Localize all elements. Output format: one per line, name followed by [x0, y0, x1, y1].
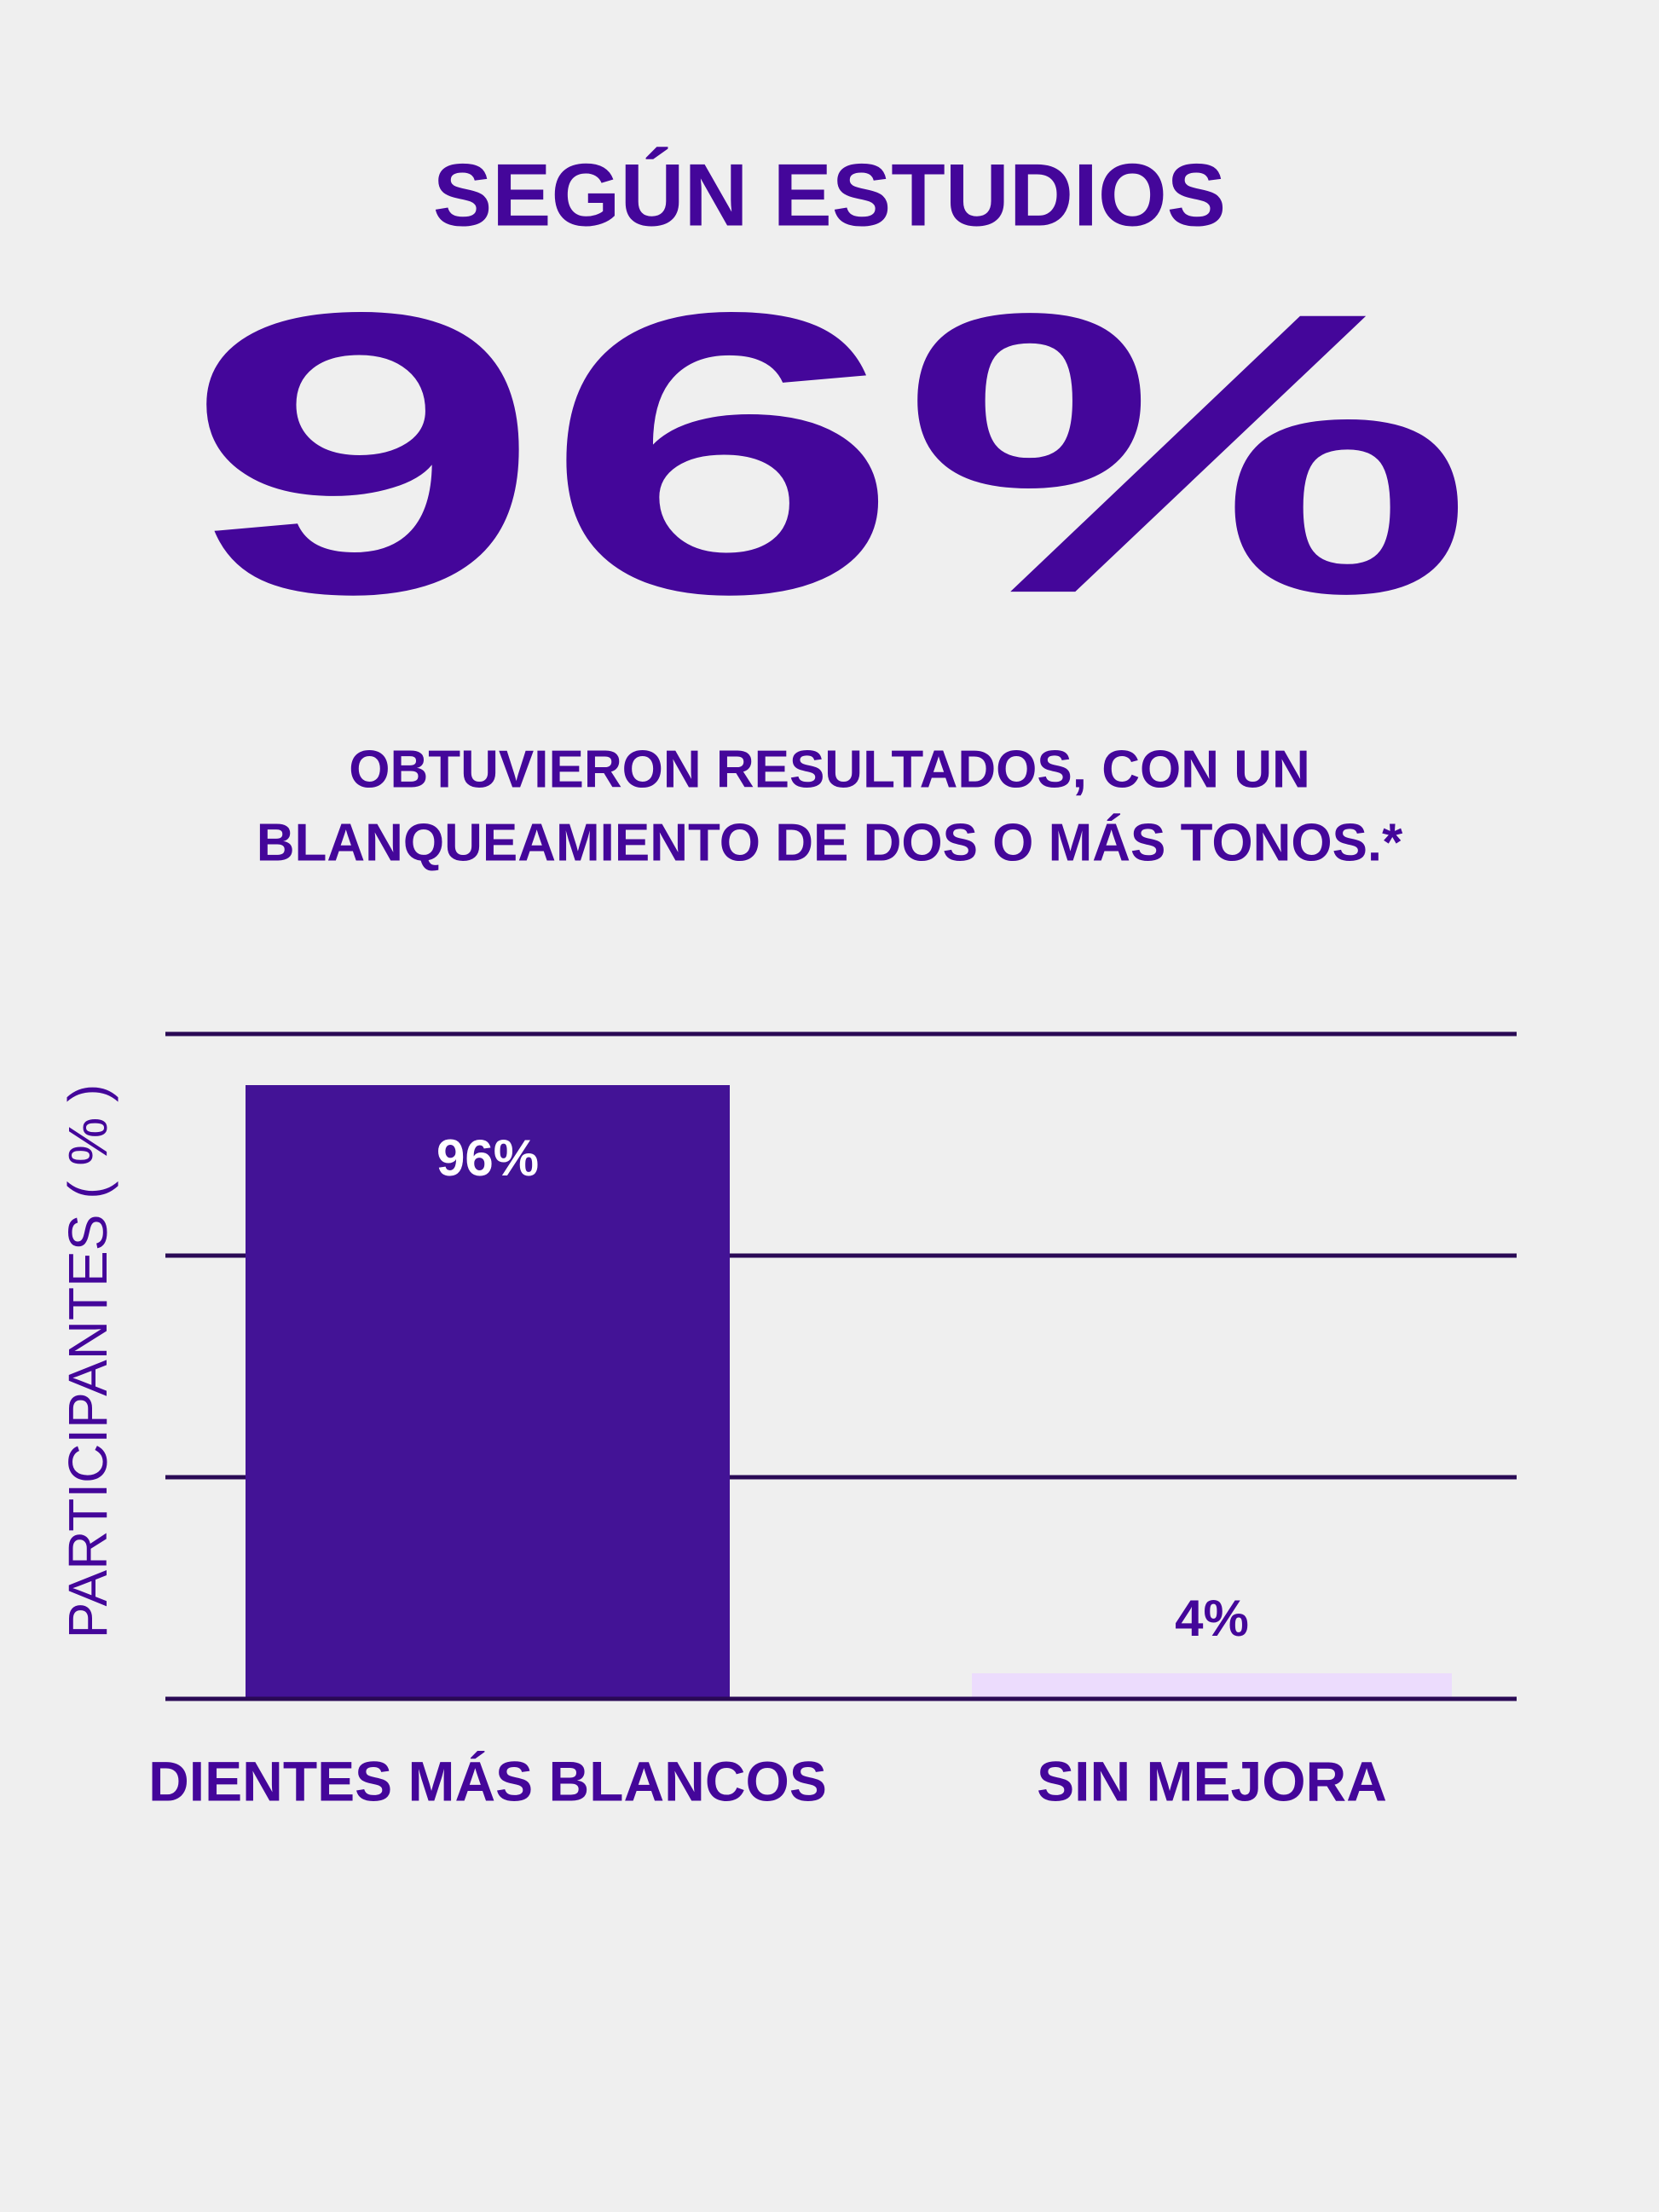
- x-tick-label: SIN MEJORA: [1037, 1749, 1387, 1812]
- bar: [246, 1085, 730, 1699]
- y-axis-label: PARTICIPANTES ( % ): [57, 1084, 118, 1639]
- chart-title: SEGÚN ESTUDIOS: [433, 146, 1226, 245]
- bar: [972, 1673, 1452, 1699]
- subtitle: BLANQUEAMIENTO DE DOS O MÁS TONOS.*: [257, 813, 1403, 872]
- value-label: 96%: [436, 1129, 539, 1187]
- x-tick-label: DIENTES MÁS BLANCOS: [148, 1749, 827, 1812]
- value-label: 4%: [1175, 1590, 1249, 1647]
- subtitle: OBTUVIERON RESULTADOS, CON UN: [349, 740, 1310, 799]
- headline: 96%: [184, 229, 1475, 677]
